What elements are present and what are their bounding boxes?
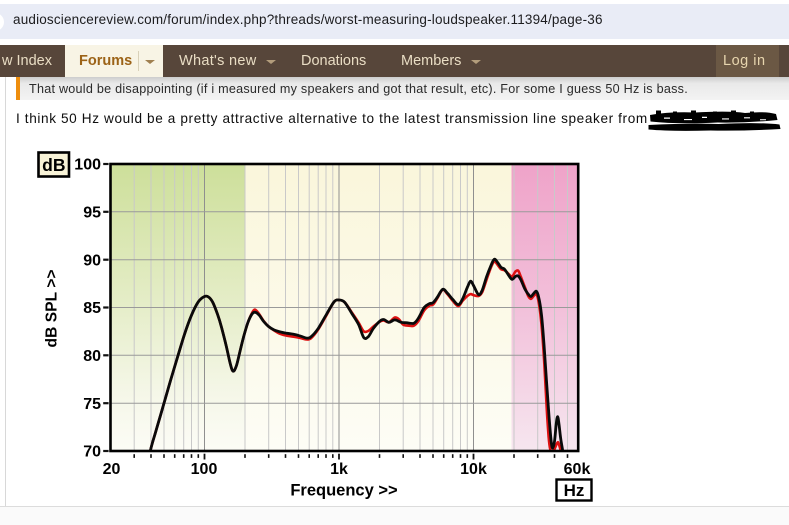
- svg-text:60k: 60k: [564, 461, 591, 478]
- svg-text:Hz: Hz: [564, 481, 585, 500]
- svg-text:75: 75: [83, 396, 101, 413]
- svg-text:95: 95: [83, 204, 101, 221]
- svg-text:10k: 10k: [460, 461, 487, 478]
- svg-text:dB: dB: [42, 155, 65, 175]
- svg-text:85: 85: [83, 300, 101, 317]
- svg-text:Frequency >>: Frequency >>: [290, 482, 397, 500]
- svg-text:80: 80: [83, 348, 101, 365]
- svg-text:100: 100: [191, 461, 218, 478]
- svg-text:1k: 1k: [330, 461, 348, 478]
- svg-text:dB SPL >>: dB SPL >>: [44, 269, 61, 347]
- svg-text:70: 70: [83, 444, 101, 461]
- svg-text:20: 20: [103, 461, 121, 478]
- svg-text:100: 100: [74, 157, 101, 174]
- svg-text:90: 90: [83, 252, 101, 269]
